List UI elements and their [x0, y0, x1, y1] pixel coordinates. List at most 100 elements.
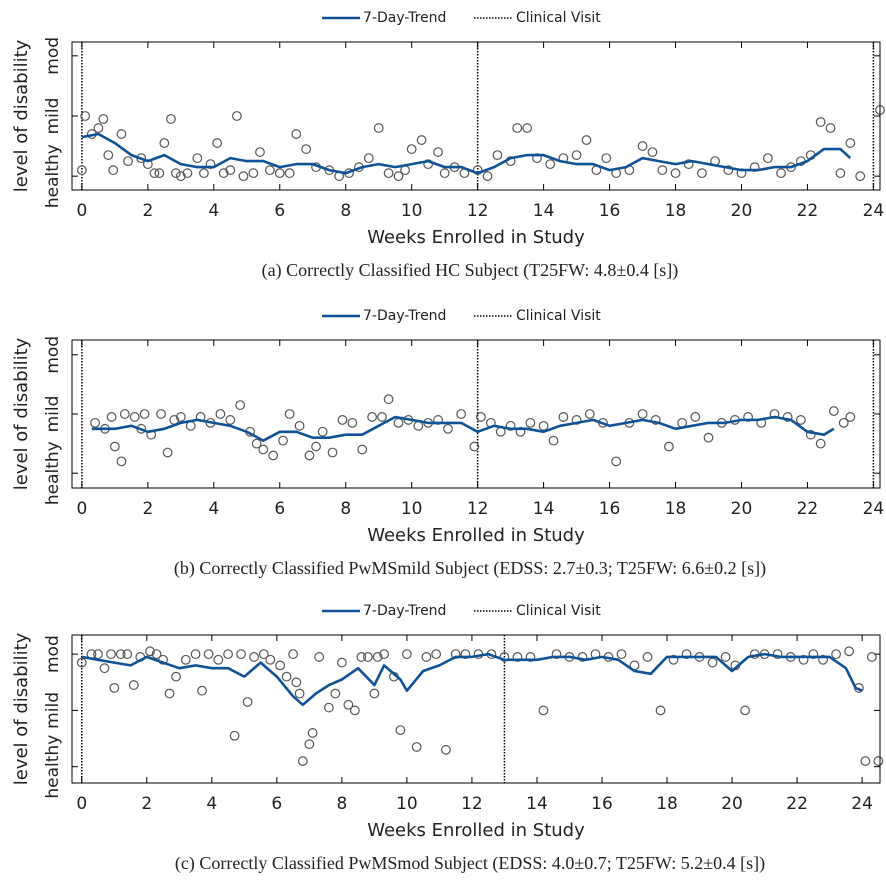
data-point — [317, 426, 328, 437]
data-point — [584, 409, 595, 419]
data-point — [106, 649, 116, 660]
data-point — [697, 168, 707, 179]
x-axis-label: Weeks Enrolled in Study — [367, 525, 585, 546]
data-point — [229, 730, 240, 741]
data-point — [164, 688, 175, 699]
data-point — [268, 450, 279, 461]
x-tick-label: 2 — [142, 201, 153, 221]
data-point — [443, 423, 453, 434]
data-point — [782, 412, 793, 422]
data-point — [637, 141, 648, 151]
legend-label: 7-Day-Trend — [363, 10, 446, 26]
data-point — [616, 649, 627, 660]
caption: (b) Correctly Classified PwMSmild Subjec… — [174, 558, 766, 579]
data-point — [294, 420, 305, 431]
data-point — [441, 744, 451, 755]
trend-line — [81, 652, 863, 707]
data-point — [581, 135, 592, 145]
data-point — [297, 756, 308, 766]
data-point — [215, 409, 226, 419]
data-point — [343, 699, 354, 710]
data-point — [545, 159, 556, 170]
data-point — [749, 162, 760, 173]
data-point — [304, 450, 315, 461]
x-tick-label: 8 — [336, 794, 347, 814]
data-point — [668, 654, 679, 665]
data-point — [330, 688, 341, 699]
data-point — [128, 680, 139, 690]
x-tick-label: 4 — [208, 201, 219, 221]
data-point — [369, 688, 380, 699]
data-point — [108, 165, 119, 176]
data-point — [314, 652, 325, 662]
data-point — [151, 649, 162, 660]
x-tick-label: 12 — [467, 201, 489, 221]
plot-frame — [71, 339, 881, 489]
data-point — [336, 657, 347, 668]
data-point — [720, 652, 731, 662]
data-point — [156, 409, 166, 419]
data-point — [835, 168, 846, 179]
legend-label: 7-Day-Trend — [363, 603, 446, 619]
data-point — [190, 649, 201, 660]
data-point — [274, 168, 285, 179]
data-point — [703, 432, 714, 443]
data-point — [347, 417, 358, 428]
y-tick-label: mod — [43, 336, 63, 374]
data-point — [357, 444, 368, 455]
data-point — [683, 159, 694, 170]
x-tick-label: 0 — [76, 794, 87, 814]
data-point — [825, 123, 836, 133]
data-point — [123, 156, 133, 167]
data-point — [515, 426, 526, 437]
data-point — [349, 705, 360, 716]
data-point — [421, 652, 432, 662]
data-point — [103, 150, 114, 161]
data-point — [115, 649, 126, 660]
data-point — [175, 412, 186, 422]
data-point — [255, 147, 265, 157]
y-axis-label: level of disability — [11, 337, 32, 490]
data-point — [762, 153, 773, 164]
data-point — [558, 412, 569, 422]
data-point — [571, 150, 582, 161]
legend-label: Clinical Visit — [516, 10, 601, 26]
data-point — [439, 168, 450, 179]
x-tick-label: 0 — [76, 201, 87, 221]
data-point — [805, 429, 816, 440]
data-point — [212, 138, 223, 148]
data-point — [231, 111, 242, 121]
data-point — [860, 756, 871, 766]
x-tick-label: 10 — [401, 499, 423, 519]
legend-label: 7-Day-Trend — [363, 308, 446, 324]
x-tick-label: 16 — [599, 201, 621, 221]
data-point — [402, 649, 412, 660]
data-point — [116, 129, 127, 139]
x-tick-label: 22 — [786, 794, 808, 814]
data-point — [235, 400, 246, 411]
data-point — [647, 147, 658, 157]
data-point — [327, 447, 338, 458]
data-point — [723, 165, 734, 176]
data-point — [642, 652, 653, 662]
x-tick-label: 8 — [340, 499, 351, 519]
x-tick-label: 20 — [721, 794, 743, 814]
data-point — [776, 168, 786, 179]
data-point — [199, 168, 209, 179]
x-tick-label: 10 — [396, 794, 418, 814]
data-point — [707, 657, 718, 668]
x-tick-label: 16 — [599, 499, 621, 519]
data-point — [522, 123, 533, 133]
data-point — [238, 171, 249, 182]
data-point — [373, 123, 384, 133]
data-point — [281, 671, 292, 682]
data-point — [772, 649, 783, 660]
data-point — [180, 654, 191, 665]
data-point — [512, 123, 523, 133]
data-point — [106, 412, 117, 422]
data-point — [690, 412, 701, 422]
data-point — [236, 649, 246, 660]
data-point — [505, 420, 516, 431]
data-point — [258, 444, 269, 455]
data-point — [182, 168, 193, 179]
